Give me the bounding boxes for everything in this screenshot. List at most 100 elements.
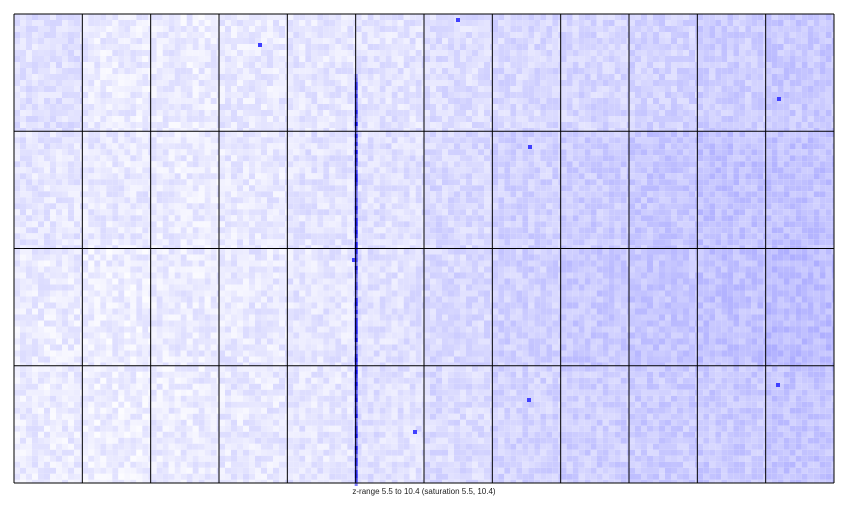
heatmap-cell <box>578 62 585 68</box>
heatmap-cell <box>424 80 430 86</box>
heatmap-cell <box>546 191 553 198</box>
heatmap-cell <box>819 62 826 68</box>
heatmap-cell <box>198 167 205 174</box>
heatmap-cell <box>620 185 627 192</box>
heatmap-cell <box>130 14 137 20</box>
heatmap-cell <box>584 143 591 150</box>
heatmap-cell <box>180 179 187 186</box>
heatmap-cell <box>430 155 436 162</box>
heatmap-cell <box>522 56 529 62</box>
heatmap-cell <box>317 110 324 116</box>
heatmap-cell <box>335 179 342 186</box>
heatmap-cell <box>341 191 348 198</box>
heatmap-cell <box>677 32 683 38</box>
heatmap-cell <box>665 128 671 132</box>
heatmap-cell <box>150 131 157 138</box>
heatmap-cell <box>516 203 523 210</box>
heatmap-cell <box>237 92 243 98</box>
heatmap-cell <box>118 173 125 180</box>
heatmap-cell <box>32 173 38 180</box>
heatmap-cell <box>168 227 175 234</box>
heatmap-cell <box>697 20 704 26</box>
heatmap-cell <box>436 191 442 198</box>
heatmap-cell <box>620 161 627 168</box>
heatmap-cell <box>373 68 380 74</box>
heatmap-cell <box>106 131 113 138</box>
heatmap-cell <box>100 98 107 104</box>
heatmap-cell <box>186 191 193 198</box>
heatmap-cell <box>454 86 460 92</box>
heatmap-cell <box>590 68 597 74</box>
heatmap-cell <box>82 74 89 80</box>
heatmap-cell <box>231 68 237 74</box>
heatmap-cell <box>216 38 219 44</box>
heatmap-cell <box>522 32 529 38</box>
heatmap-cell <box>186 38 193 44</box>
heatmap-cell <box>373 239 380 246</box>
heatmap-cell <box>168 62 175 68</box>
heatmap-cell <box>771 128 778 132</box>
heatmap-cell <box>367 56 374 62</box>
heatmap-cell <box>397 155 404 162</box>
heatmap-cell <box>801 104 808 110</box>
heatmap-cell <box>490 155 493 162</box>
heatmap-cell <box>305 68 312 74</box>
heatmap-cell <box>552 167 559 174</box>
heatmap-cell <box>504 62 511 68</box>
heatmap-cell <box>540 98 547 104</box>
heatmap-cell <box>44 245 50 249</box>
heatmap-cell <box>546 185 553 192</box>
heatmap-cell <box>510 155 517 162</box>
heatmap-cell <box>162 14 169 20</box>
heatmap-cell <box>56 203 62 210</box>
heatmap-cell <box>285 38 288 44</box>
heatmap-cell <box>590 74 597 80</box>
heatmap-cell <box>373 143 380 150</box>
heatmap-cell <box>484 110 490 116</box>
heatmap-cell <box>317 116 324 122</box>
heatmap-cell <box>136 38 143 44</box>
heatmap-cell <box>335 155 342 162</box>
heatmap-cell <box>335 149 342 156</box>
heatmap-cell <box>367 116 374 122</box>
heatmap-cell <box>335 239 342 246</box>
heatmap-cell <box>44 80 50 86</box>
heatmap-cell <box>367 44 374 50</box>
heatmap-cell <box>424 110 430 116</box>
heatmap-cell <box>614 179 621 186</box>
heatmap-cell <box>659 32 665 38</box>
heatmap-cell <box>136 50 143 56</box>
heatmap-cell <box>243 173 249 180</box>
heatmap-cell <box>174 137 181 144</box>
heatmap-cell <box>367 26 374 32</box>
heatmap-cell <box>237 203 243 210</box>
heatmap-cell <box>136 80 143 86</box>
heatmap-cell <box>807 104 814 110</box>
heatmap-cell <box>267 143 273 150</box>
heatmap-cell <box>552 221 559 228</box>
heatmap-cell <box>204 68 211 74</box>
heatmap-cell <box>466 50 472 56</box>
heatmap-cell <box>831 104 834 110</box>
heatmap-cell <box>614 50 621 56</box>
heatmap-cell <box>80 98 83 104</box>
heatmap-cell <box>783 80 790 86</box>
heatmap-cell <box>293 197 300 204</box>
heatmap-cell <box>142 44 149 50</box>
heatmap-cell <box>522 233 529 240</box>
heatmap-cell <box>305 155 312 162</box>
heatmap-cell <box>430 74 436 80</box>
heatmap-cell <box>148 20 151 26</box>
heatmap-cell <box>186 161 193 168</box>
heatmap-cell <box>287 179 294 186</box>
heatmap-cell <box>558 74 561 80</box>
heatmap-cell <box>82 20 89 26</box>
heatmap-cell <box>709 74 716 80</box>
heatmap-cell <box>287 221 294 228</box>
heatmap-cell <box>590 179 597 186</box>
heatmap-cell <box>424 86 430 92</box>
heatmap-cell <box>795 128 802 132</box>
heatmap-cell <box>558 104 561 110</box>
heatmap-cell <box>522 155 529 162</box>
heatmap-cell <box>831 26 834 32</box>
